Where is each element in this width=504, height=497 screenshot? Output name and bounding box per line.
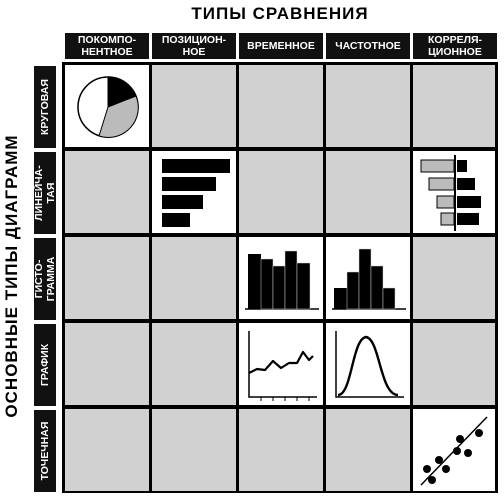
cell-pie-correlation xyxy=(413,65,495,147)
row-header-histogram-label: ГИСТО- ГРАММА xyxy=(33,256,57,302)
cell-bar-positional xyxy=(152,151,236,233)
cell-scatter-frequency xyxy=(326,409,410,491)
cell-line-time xyxy=(239,323,323,405)
cell-pie-positional xyxy=(152,65,236,147)
row-header-line: ГРАФИК xyxy=(34,324,56,406)
row-header-line-label: ГРАФИК xyxy=(39,343,51,387)
paired-bar-chart-icon xyxy=(420,155,481,231)
horizontal-bar-chart-icon xyxy=(162,159,230,227)
row-header-pie-label: КРУГОВАЯ xyxy=(39,79,51,135)
cell-line-component xyxy=(65,323,149,405)
cell-line-positional xyxy=(152,323,236,405)
cell-histogram-positional xyxy=(152,237,236,319)
row-header-scatter-label: ТОЧЕЧНАЯ xyxy=(39,421,51,481)
cell-pie-component xyxy=(65,65,149,147)
top-title: ТИПЫ СРАВНЕНИЯ xyxy=(191,4,369,23)
cell-pie-frequency xyxy=(326,65,410,147)
cell-bar-frequency xyxy=(326,151,410,233)
histogram-time-icon xyxy=(245,250,319,310)
column-header-frequency: ЧАСТОТНОЕ xyxy=(326,33,410,59)
column-header-component: ПОКОМПО- НЕНТНОЕ xyxy=(65,33,149,59)
diagram-grid xyxy=(62,62,498,493)
line-graph-icon xyxy=(248,331,317,401)
cell-bar-component xyxy=(65,151,149,233)
scatter-plot-icon xyxy=(420,416,488,486)
row-header-bar: ЛИНЕЙЧА- ТАЯ xyxy=(33,152,57,234)
column-header-correlation: КОРРЕЛЯ- ЦИОННОЕ xyxy=(413,33,497,59)
cell-histogram-correlation xyxy=(413,237,495,319)
side-title: ОСНОВНЫЕ ТИПЫ ДИАГРАММ xyxy=(0,120,24,432)
row-header-histogram: ГИСТО- ГРАММА xyxy=(33,238,57,320)
row-header-pie: КРУГОВАЯ xyxy=(34,66,56,148)
cell-histogram-time xyxy=(239,237,323,319)
cell-line-correlation xyxy=(413,323,495,405)
cell-scatter-positional xyxy=(152,409,236,491)
cell-line-frequency xyxy=(326,323,410,405)
row-header-bar-label: ЛИНЕЙЧА- ТАЯ xyxy=(33,165,57,221)
histogram-frequency-icon xyxy=(332,248,406,310)
side-title-text: ОСНОВНЫЕ ТИПЫ ДИАГРАММ xyxy=(2,134,21,418)
cell-pie-time xyxy=(239,65,323,147)
cell-bar-time xyxy=(239,151,323,233)
column-header-positional: ПОЗИЦИОН- НОЕ xyxy=(152,33,236,59)
cell-histogram-component xyxy=(65,237,149,319)
cell-bar-correlation xyxy=(413,151,495,233)
row-header-scatter: ТОЧЕЧНАЯ xyxy=(34,410,56,492)
bell-curve-icon xyxy=(335,331,404,398)
cell-scatter-correlation xyxy=(413,409,495,491)
cell-scatter-time xyxy=(239,409,323,491)
pie-chart-icon xyxy=(77,76,139,138)
column-header-time: ВРЕМЕННОЕ xyxy=(239,33,323,59)
cell-scatter-component xyxy=(65,409,149,491)
cell-histogram-frequency xyxy=(326,237,410,319)
